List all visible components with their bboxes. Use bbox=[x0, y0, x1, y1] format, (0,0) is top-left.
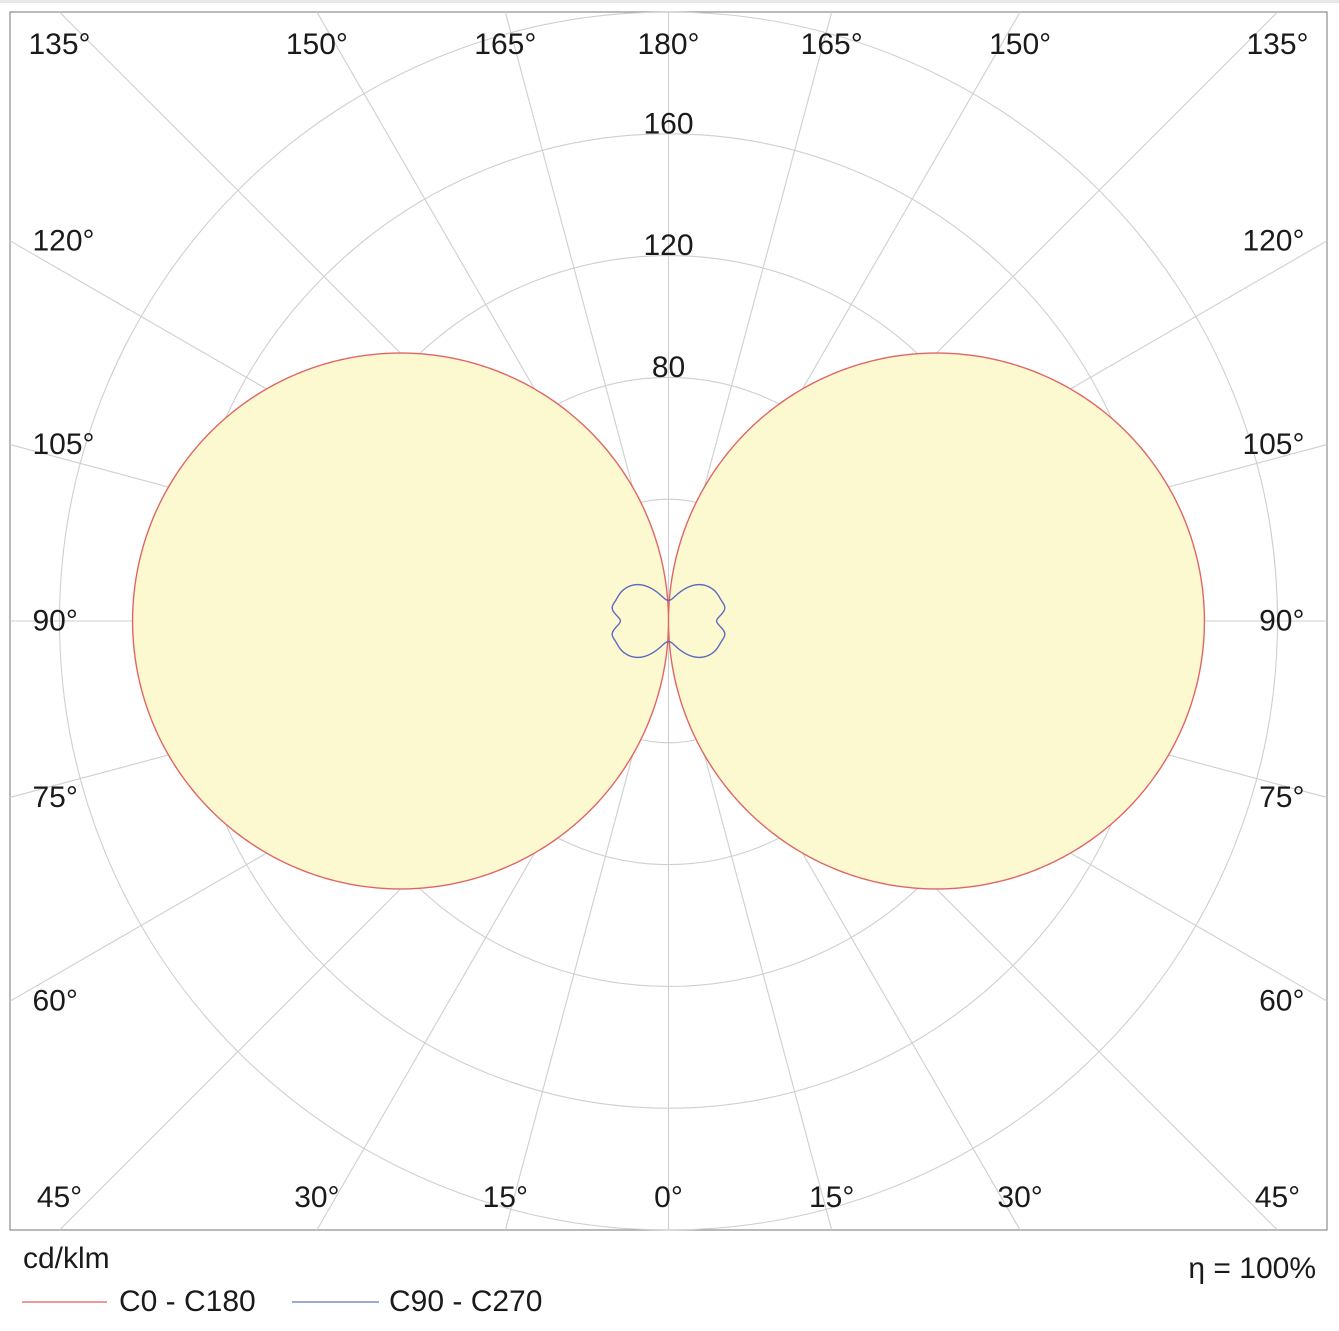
svg-text:105°: 105° bbox=[33, 428, 95, 461]
svg-text:15°: 15° bbox=[483, 1181, 528, 1214]
svg-text:135°: 135° bbox=[28, 28, 90, 61]
svg-text:45°: 45° bbox=[1255, 1181, 1300, 1214]
svg-text:30°: 30° bbox=[294, 1181, 339, 1214]
svg-text:165°: 165° bbox=[474, 28, 536, 61]
svg-text:75°: 75° bbox=[1259, 781, 1304, 814]
svg-text:75°: 75° bbox=[33, 781, 78, 814]
svg-text:0°: 0° bbox=[654, 1181, 683, 1214]
svg-text:45°: 45° bbox=[37, 1181, 82, 1214]
svg-text:135°: 135° bbox=[1246, 28, 1308, 61]
svg-text:80: 80 bbox=[652, 351, 685, 384]
svg-text:60°: 60° bbox=[1259, 985, 1304, 1018]
svg-text:C0 - C180: C0 - C180 bbox=[119, 1285, 256, 1318]
svg-text:60°: 60° bbox=[33, 985, 78, 1018]
svg-text:120°: 120° bbox=[33, 224, 95, 257]
svg-text:180°: 180° bbox=[637, 28, 699, 61]
svg-text:150°: 150° bbox=[286, 28, 348, 61]
svg-text:η = 100%: η = 100% bbox=[1188, 1252, 1316, 1285]
svg-text:15°: 15° bbox=[809, 1181, 854, 1214]
svg-text:160: 160 bbox=[643, 107, 693, 140]
svg-text:cd/klm: cd/klm bbox=[23, 1242, 110, 1275]
svg-text:C90 - C270: C90 - C270 bbox=[389, 1285, 542, 1318]
svg-text:150°: 150° bbox=[989, 28, 1051, 61]
svg-text:90°: 90° bbox=[33, 605, 78, 638]
svg-text:165°: 165° bbox=[801, 28, 863, 61]
svg-text:30°: 30° bbox=[997, 1181, 1042, 1214]
svg-text:120°: 120° bbox=[1242, 224, 1304, 257]
svg-text:120: 120 bbox=[643, 229, 693, 262]
svg-text:105°: 105° bbox=[1242, 428, 1304, 461]
svg-text:90°: 90° bbox=[1259, 605, 1304, 638]
